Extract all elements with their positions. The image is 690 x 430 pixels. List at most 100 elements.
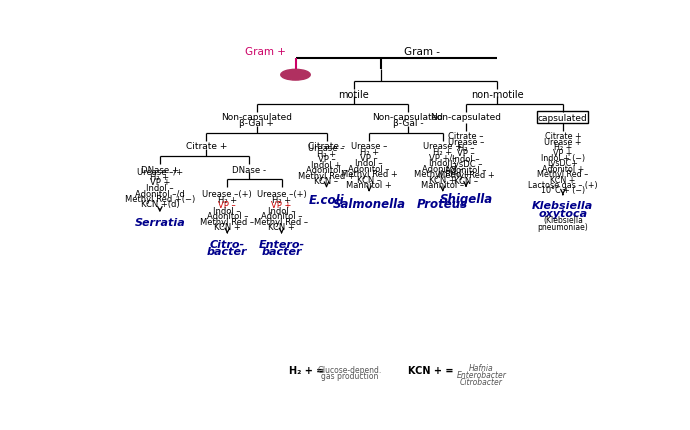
Text: DNase -: DNase -: [232, 166, 266, 175]
Text: H₂ +: H₂ +: [554, 143, 572, 152]
Text: Citrobacter: Citrobacter: [460, 378, 503, 387]
Text: Adonitol –: Adonitol –: [445, 166, 486, 175]
Text: KCN –: KCN –: [357, 176, 381, 185]
Text: VP +: VP +: [553, 149, 573, 158]
Text: KCN –: KCN –: [454, 177, 478, 186]
Text: Urease –: Urease –: [351, 142, 387, 151]
Text: Non-capsulated: Non-capsulated: [221, 113, 293, 122]
Text: Non-capsulated: Non-capsulated: [431, 113, 502, 122]
Text: Indol +: Indol +: [311, 161, 342, 169]
Text: Urease –(+): Urease –(+): [257, 190, 306, 199]
Text: VP –: VP –: [317, 155, 335, 164]
Text: Citrate +: Citrate +: [186, 142, 227, 151]
Text: KCN –: KCN –: [315, 177, 339, 186]
Text: Adonitol –/d: Adonitol –/d: [135, 189, 185, 198]
Text: VP –: VP –: [219, 201, 236, 210]
Text: (Klebsiella: (Klebsiella: [543, 216, 583, 225]
Text: Hafnia: Hafnia: [469, 364, 494, 373]
Text: H₂ +: H₂ +: [150, 172, 170, 181]
Text: VP –: VP –: [360, 154, 378, 163]
Text: Citrate –: Citrate –: [448, 132, 484, 141]
Text: 10°C + (−): 10°C + (−): [541, 186, 585, 195]
Text: H₂ +: H₂ +: [317, 150, 336, 159]
Text: bacter: bacter: [262, 247, 302, 257]
Text: Salmonella: Salmonella: [333, 198, 406, 211]
Text: VP +: VP +: [271, 201, 292, 210]
FancyBboxPatch shape: [538, 111, 589, 123]
Text: KCN +(d): KCN +(d): [141, 200, 179, 209]
Text: KCN +: KCN +: [550, 175, 575, 184]
Text: Adonitol +: Adonitol +: [542, 165, 584, 174]
Text: Urease +: Urease +: [423, 142, 462, 151]
Text: Methyl Red +: Methyl Red +: [415, 170, 471, 179]
Text: Adonitol –: Adonitol –: [422, 165, 464, 174]
Text: Entero-: Entero-: [259, 240, 304, 250]
Text: bacter: bacter: [207, 247, 248, 257]
Text: KCN +: KCN +: [214, 224, 241, 233]
Text: Methyl Red –: Methyl Red –: [538, 170, 589, 179]
Text: Glucose-depend.: Glucose-depend.: [317, 366, 382, 375]
Text: Gram +: Gram +: [246, 47, 286, 57]
Text: Mannitol –: Mannitol –: [421, 181, 464, 190]
Text: Serratia: Serratia: [135, 218, 185, 228]
Text: KCN +: KCN +: [268, 224, 295, 233]
Text: Adonitol –: Adonitol –: [306, 166, 347, 175]
Text: Urease –/+: Urease –/+: [137, 167, 183, 176]
Text: Indol –: Indol –: [452, 155, 480, 164]
Text: H₂ + =: H₂ + =: [289, 366, 325, 376]
Text: Methyl Red +: Methyl Red +: [298, 172, 355, 181]
Text: Methyl Red +(−): Methyl Red +(−): [125, 195, 195, 204]
Text: Shigella: Shigella: [440, 193, 493, 206]
Text: Methyl Red –: Methyl Red –: [255, 218, 308, 227]
Text: Methyl Red –: Methyl Red –: [200, 218, 255, 227]
Text: KCN +: KCN +: [429, 176, 456, 185]
Text: motile: motile: [338, 90, 369, 100]
Text: Mannitol +: Mannitol +: [346, 181, 392, 190]
Text: capsulated: capsulated: [538, 114, 588, 123]
Text: Urease –: Urease –: [308, 144, 345, 153]
Text: Gram -: Gram -: [404, 47, 440, 57]
Text: Urease –(+): Urease –(+): [202, 190, 252, 199]
Text: VP +: VP +: [150, 178, 170, 187]
Text: Lactose gas – (+): Lactose gas – (+): [528, 181, 598, 190]
Text: Methyl Red +: Methyl Red +: [437, 171, 494, 180]
Text: VP –: VP –: [457, 149, 475, 158]
Text: Citrate -: Citrate -: [308, 142, 345, 151]
Text: Adonitol –: Adonitol –: [261, 212, 302, 221]
Text: Citrate +: Citrate +: [544, 132, 581, 141]
Text: gas production: gas production: [321, 372, 378, 381]
Text: DNase +: DNase +: [141, 166, 179, 175]
Text: LysDC+: LysDC+: [547, 160, 578, 169]
Text: Adonitol –: Adonitol –: [348, 165, 390, 174]
Text: Proteus: Proteus: [417, 198, 469, 211]
Text: H₂ –: H₂ –: [457, 144, 474, 153]
Text: Indol –: Indol –: [146, 184, 174, 193]
Text: E.coli: E.coli: [308, 194, 344, 206]
Text: β-Gal -: β-Gal -: [393, 120, 423, 129]
Text: Non-capsulated: Non-capsulated: [373, 113, 444, 122]
Text: Enterobacter: Enterobacter: [457, 371, 506, 380]
Text: H₂ +: H₂ +: [218, 196, 237, 205]
Text: Klebsiella: Klebsiella: [532, 201, 593, 211]
Text: H₂ +: H₂ +: [433, 148, 453, 157]
Text: Urease –: Urease –: [448, 138, 484, 147]
Text: Urease +: Urease +: [544, 138, 582, 147]
Text: VP +/–: VP +/–: [429, 154, 457, 163]
Text: oxytoca: oxytoca: [538, 209, 587, 219]
Text: Indol + (−): Indol + (−): [541, 154, 585, 163]
Text: non-motile: non-motile: [471, 90, 523, 100]
Text: H₂ +: H₂ +: [359, 148, 379, 157]
Text: β-Gal +: β-Gal +: [239, 120, 274, 129]
Text: Adonitol –: Adonitol –: [206, 212, 248, 221]
Text: Indol –: Indol –: [355, 159, 383, 168]
Text: KCN + =: KCN + =: [408, 366, 454, 376]
Text: H₂ +: H₂ +: [272, 196, 291, 205]
Text: Indol –: Indol –: [268, 207, 295, 216]
Ellipse shape: [281, 69, 310, 80]
Text: Citro-: Citro-: [210, 240, 245, 250]
Text: LysDC –: LysDC –: [450, 160, 482, 169]
Text: pneumoniae): pneumoniae): [538, 223, 589, 231]
Text: Methyl Red +: Methyl Red +: [341, 170, 397, 179]
Text: Indol –: Indol –: [213, 207, 241, 216]
Text: Indol –: Indol –: [429, 159, 457, 168]
